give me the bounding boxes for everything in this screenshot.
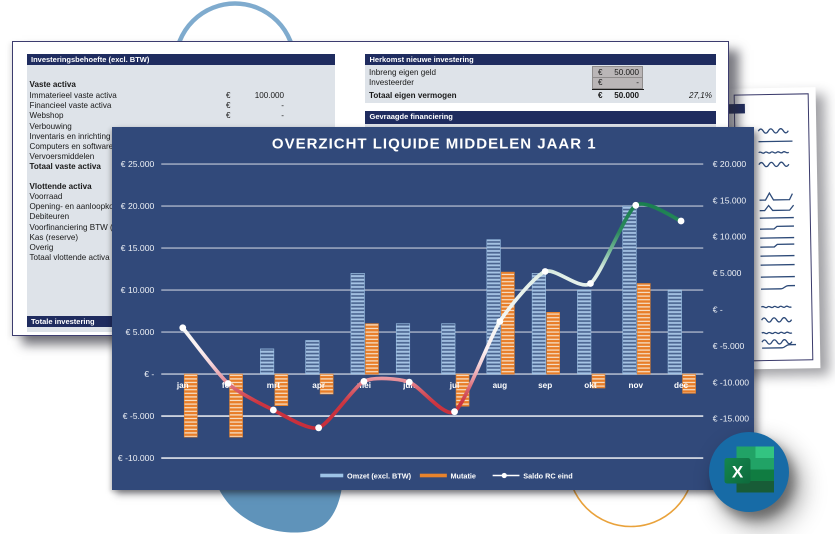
svg-text:apr: apr bbox=[312, 381, 326, 390]
svg-text:€ 5.000: € 5.000 bbox=[713, 268, 742, 278]
svg-text:mrt: mrt bbox=[267, 381, 280, 390]
svg-text:€ -10.000: € -10.000 bbox=[713, 377, 750, 387]
svg-text:Omzet (excl. BTW): Omzet (excl. BTW) bbox=[347, 471, 412, 480]
svg-text:€ 20.000: € 20.000 bbox=[121, 201, 155, 211]
svg-text:X: X bbox=[732, 463, 744, 482]
svg-text:€ -15.000: € -15.000 bbox=[713, 413, 750, 423]
svg-text:jan: jan bbox=[176, 381, 189, 390]
svg-text:€ 10.000: € 10.000 bbox=[713, 231, 747, 241]
svg-text:€ 20.000: € 20.000 bbox=[713, 158, 747, 168]
svg-text:€ 15.000: € 15.000 bbox=[121, 243, 155, 253]
svg-text:jul: jul bbox=[449, 381, 460, 390]
svg-text:Saldo RC eind: Saldo RC eind bbox=[523, 471, 572, 480]
svg-text:sep: sep bbox=[538, 381, 552, 390]
svg-text:jun: jun bbox=[402, 381, 415, 390]
svg-text:€ 10.000: € 10.000 bbox=[121, 285, 155, 295]
svg-text:Mutatie: Mutatie bbox=[450, 471, 476, 480]
svg-text:mei: mei bbox=[357, 381, 371, 390]
svg-text:€ -5.000: € -5.000 bbox=[123, 411, 155, 421]
svg-text:€ -: € - bbox=[713, 304, 723, 314]
svg-text:€ -: € - bbox=[144, 369, 154, 379]
svg-text:€ -5.000: € -5.000 bbox=[713, 340, 745, 350]
svg-text:€ 25.000: € 25.000 bbox=[121, 159, 155, 169]
svg-text:nov: nov bbox=[628, 381, 643, 390]
svg-text:€ 15.000: € 15.000 bbox=[713, 195, 747, 205]
svg-text:aug: aug bbox=[493, 381, 508, 390]
svg-text:okt: okt bbox=[584, 381, 597, 390]
svg-text:OVERZICHT LIQUIDE MIDDELEN JAA: OVERZICHT LIQUIDE MIDDELEN JAAR 1 bbox=[272, 135, 597, 152]
svg-text:€ 5.000: € 5.000 bbox=[126, 327, 155, 337]
svg-text:dec: dec bbox=[674, 381, 689, 390]
svg-text:€ -10.000: € -10.000 bbox=[118, 453, 155, 463]
